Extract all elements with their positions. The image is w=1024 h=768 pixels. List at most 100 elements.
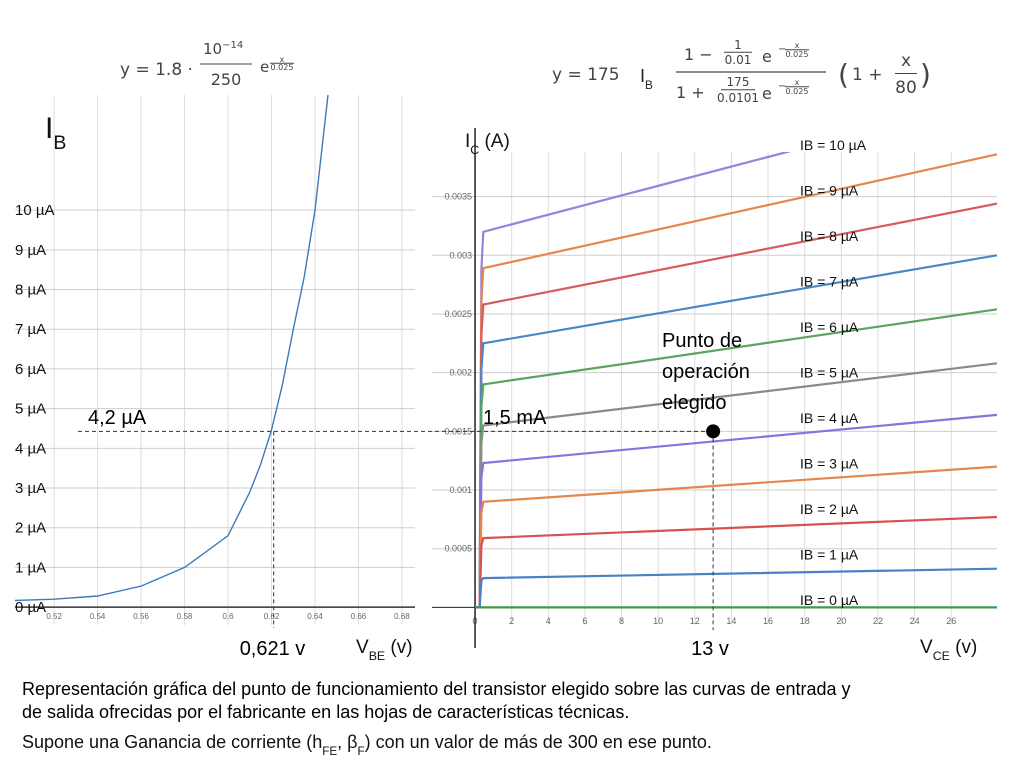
- y-tick-label: 6 µA: [15, 361, 46, 378]
- y-tick-label: 1 µA: [15, 559, 46, 576]
- legend-label: IB = 9 µA: [800, 183, 859, 199]
- x-tick-label: 0.62: [264, 612, 280, 621]
- formula-ib-part: I: [640, 66, 645, 86]
- operating-point-label: elegido: [662, 392, 727, 414]
- formula-num-exp-sign: −: [778, 44, 786, 55]
- y-tick-label: 0 µA: [15, 599, 46, 616]
- y-tick-label: 9 µA: [15, 242, 46, 259]
- plot-area: [432, 152, 997, 625]
- legend-label: IB = 4 µA: [800, 410, 859, 426]
- legend-label: IB = 3 µA: [800, 456, 859, 472]
- legend-label: IB = 8 µA: [800, 228, 859, 244]
- operating-point-label: operación: [662, 361, 750, 383]
- y-tick-label: 3 µA: [15, 480, 46, 497]
- curve: [15, 95, 329, 602]
- x-tick-label: 12: [690, 616, 700, 626]
- y-axis-label: IB: [45, 112, 66, 154]
- x-tick-label: 0.54: [90, 612, 106, 621]
- formula-den-e: e: [762, 84, 772, 103]
- formula-num-lead: 1 −: [684, 45, 713, 64]
- caption-line-part: , β: [337, 732, 357, 752]
- legend-label: IB = 10 µA: [800, 137, 867, 153]
- formula-num-exp-num: x: [795, 41, 800, 50]
- caption-line-part: FE: [322, 745, 337, 758]
- legend-label: IB = 5 µA: [800, 365, 859, 381]
- caption-line-part: Supone una Ganancia de corriente (h: [22, 732, 322, 752]
- y-axis-label-part: B: [53, 132, 66, 154]
- x-tick-label: 0.64: [307, 612, 323, 621]
- y-tick-label: 0.001: [449, 485, 472, 495]
- formula-lhs: y = 1.8 ·: [120, 60, 193, 80]
- x-tick-label: 24: [910, 616, 920, 626]
- y-tick-label: 4 µA: [15, 440, 46, 457]
- x-tick-label: 20: [836, 616, 846, 626]
- x-axis-label: VCE (v): [920, 637, 977, 663]
- x-axis-label-part: V: [356, 637, 369, 658]
- y-axis-label: IC (A): [465, 131, 510, 157]
- plot-lines: [15, 95, 329, 602]
- formula-lhs: y = 175: [552, 65, 620, 85]
- x-tick-label: 22: [873, 616, 883, 626]
- x-tick-label: 4: [546, 616, 551, 626]
- plot-lines: [475, 152, 997, 609]
- formula-num-e: e: [762, 47, 772, 66]
- y-axis-label-part: I: [465, 131, 470, 152]
- x-tick-label: 0.58: [177, 612, 193, 621]
- formula-paren: (: [838, 58, 849, 91]
- formula-ib: IB: [640, 66, 653, 92]
- formula-num-coef-num: 1: [734, 38, 742, 52]
- formula-den-exp-num: x: [795, 78, 800, 87]
- formula-num-coef-den: 0.01: [725, 53, 752, 67]
- caption-line: Supone una Ganancia de corriente (hFE, β…: [22, 732, 712, 758]
- x-tick-label: 0.68: [394, 612, 410, 621]
- y-tick-label: 10 µA: [15, 202, 55, 219]
- formula-exp-den: 0.025: [271, 63, 294, 72]
- plot-area: [15, 95, 415, 625]
- formula-num-base: 10: [203, 40, 222, 58]
- x-tick-label: 18: [800, 616, 810, 626]
- y-axis-label-part: C: [470, 143, 479, 157]
- x-tick-label: 2: [509, 616, 514, 626]
- formula-num-exp: −14: [222, 40, 243, 51]
- y-tick-label: 5 µA: [15, 401, 46, 418]
- annotation-label: 0,621 v: [240, 638, 306, 660]
- formula-num: 10−14: [203, 40, 243, 58]
- y-tick-label: 0.0025: [444, 309, 472, 319]
- legend-label: IB = 2 µA: [800, 501, 859, 517]
- y-tick-label: 2 µA: [15, 520, 46, 537]
- formula-ib-part: B: [645, 79, 653, 92]
- x-tick-label: 16: [763, 616, 773, 626]
- caption-line: Representación gráfica del punto de func…: [22, 679, 851, 699]
- x-tick-label: 6: [582, 616, 587, 626]
- y-tick-label: 0.0005: [444, 544, 472, 554]
- annotation-label: 13 v: [691, 638, 729, 660]
- x-axis-label-part: BE: [369, 649, 385, 663]
- y-tick-label: 0.002: [449, 368, 472, 378]
- x-axis-label: VBE (v): [356, 637, 413, 663]
- x-tick-label: 0.56: [133, 612, 149, 621]
- formula-den-exp-sign: −: [778, 81, 786, 92]
- legend-label: IB = 1 µA: [800, 547, 859, 563]
- annotation-label: 1,5 mA: [483, 407, 547, 429]
- legend-label: IB = 6 µA: [800, 319, 859, 335]
- legend-label: IB = 7 µA: [800, 274, 859, 290]
- annotation-label: 4,2 µA: [88, 407, 147, 429]
- y-axis-label-part: (A): [479, 131, 510, 152]
- y-axis-label-part: I: [45, 112, 53, 145]
- operating-point-label: Punto de: [662, 330, 742, 352]
- formula-tail-den: 80: [895, 78, 917, 98]
- x-tick-label: 0.66: [351, 612, 367, 621]
- y-tick-label: 8 µA: [15, 282, 46, 299]
- operating-point: [706, 424, 721, 439]
- formula-exp-base: e: [260, 58, 269, 76]
- x-axis-label-part: V: [920, 637, 933, 658]
- x-axis-label-part: (v): [950, 637, 977, 658]
- formula-paren: ): [920, 58, 931, 91]
- formula-den-lead: 1 +: [676, 83, 705, 102]
- formula-den-coef-den: 0.0101: [717, 91, 759, 105]
- x-tick-label: 10: [653, 616, 663, 626]
- caption-line-part: F: [358, 745, 365, 758]
- caption-line-part: ) con un valor de más de 300 en ese punt…: [365, 732, 712, 752]
